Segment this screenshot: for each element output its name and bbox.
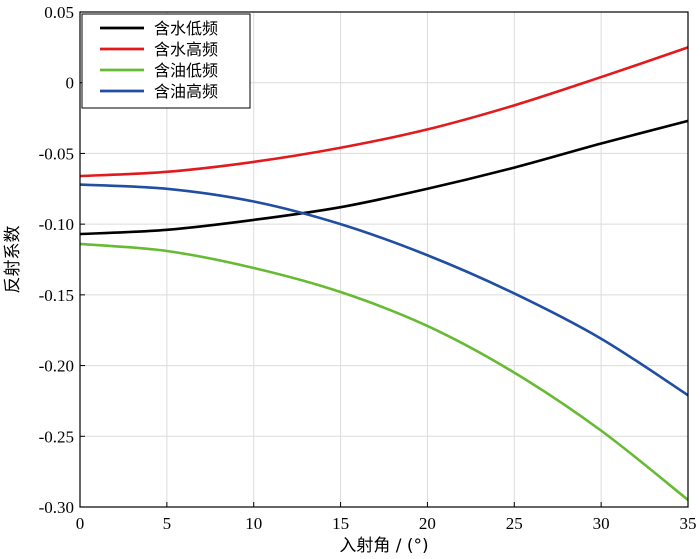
legend-entry-label: 含水低频	[154, 19, 218, 38]
y-tick-label: -0.15	[39, 286, 74, 305]
y-tick-label: -0.10	[39, 215, 74, 234]
axis-ticks: 0 5 10 15 20 25 30 35 0.05 0 -0.05 -0.10 -0.15 -0.20 -…	[39, 3, 697, 533]
legend-entry-label: 含水高频	[154, 40, 218, 59]
legend-entry-label: 含油高频	[154, 82, 218, 101]
y-tick-label: -0.25	[39, 427, 74, 446]
x-tick-label: 5	[163, 514, 172, 533]
series-line-1	[79, 46, 689, 178]
plot-frame	[79, 11, 689, 508]
series-line-2	[79, 242, 689, 501]
x-tick-label: 25	[506, 514, 523, 533]
y-tick-label: -0.05	[39, 144, 74, 163]
x-tick-label: 10	[245, 514, 262, 533]
x-axis-label: 入射角 / (°)	[339, 536, 428, 556]
y-tick-label: 0.05	[44, 3, 74, 22]
legend-entry-label: 含油低频	[154, 61, 218, 80]
grid-lines	[79, 11, 689, 508]
series-line-0	[79, 119, 689, 236]
y-tick-label: -0.30	[39, 498, 74, 517]
y-tick-label: 0	[66, 74, 75, 93]
series-line-3	[79, 183, 689, 397]
x-tick-label: 30	[593, 514, 610, 533]
y-tick-label: -0.20	[39, 357, 74, 376]
y-axis-label: 反射系数	[3, 226, 23, 294]
x-tick-label: 15	[332, 514, 349, 533]
x-tick-label: 0	[76, 514, 85, 533]
series-lines	[79, 46, 689, 501]
x-tick-label: 20	[419, 514, 436, 533]
x-tick-label: 35	[680, 514, 697, 533]
